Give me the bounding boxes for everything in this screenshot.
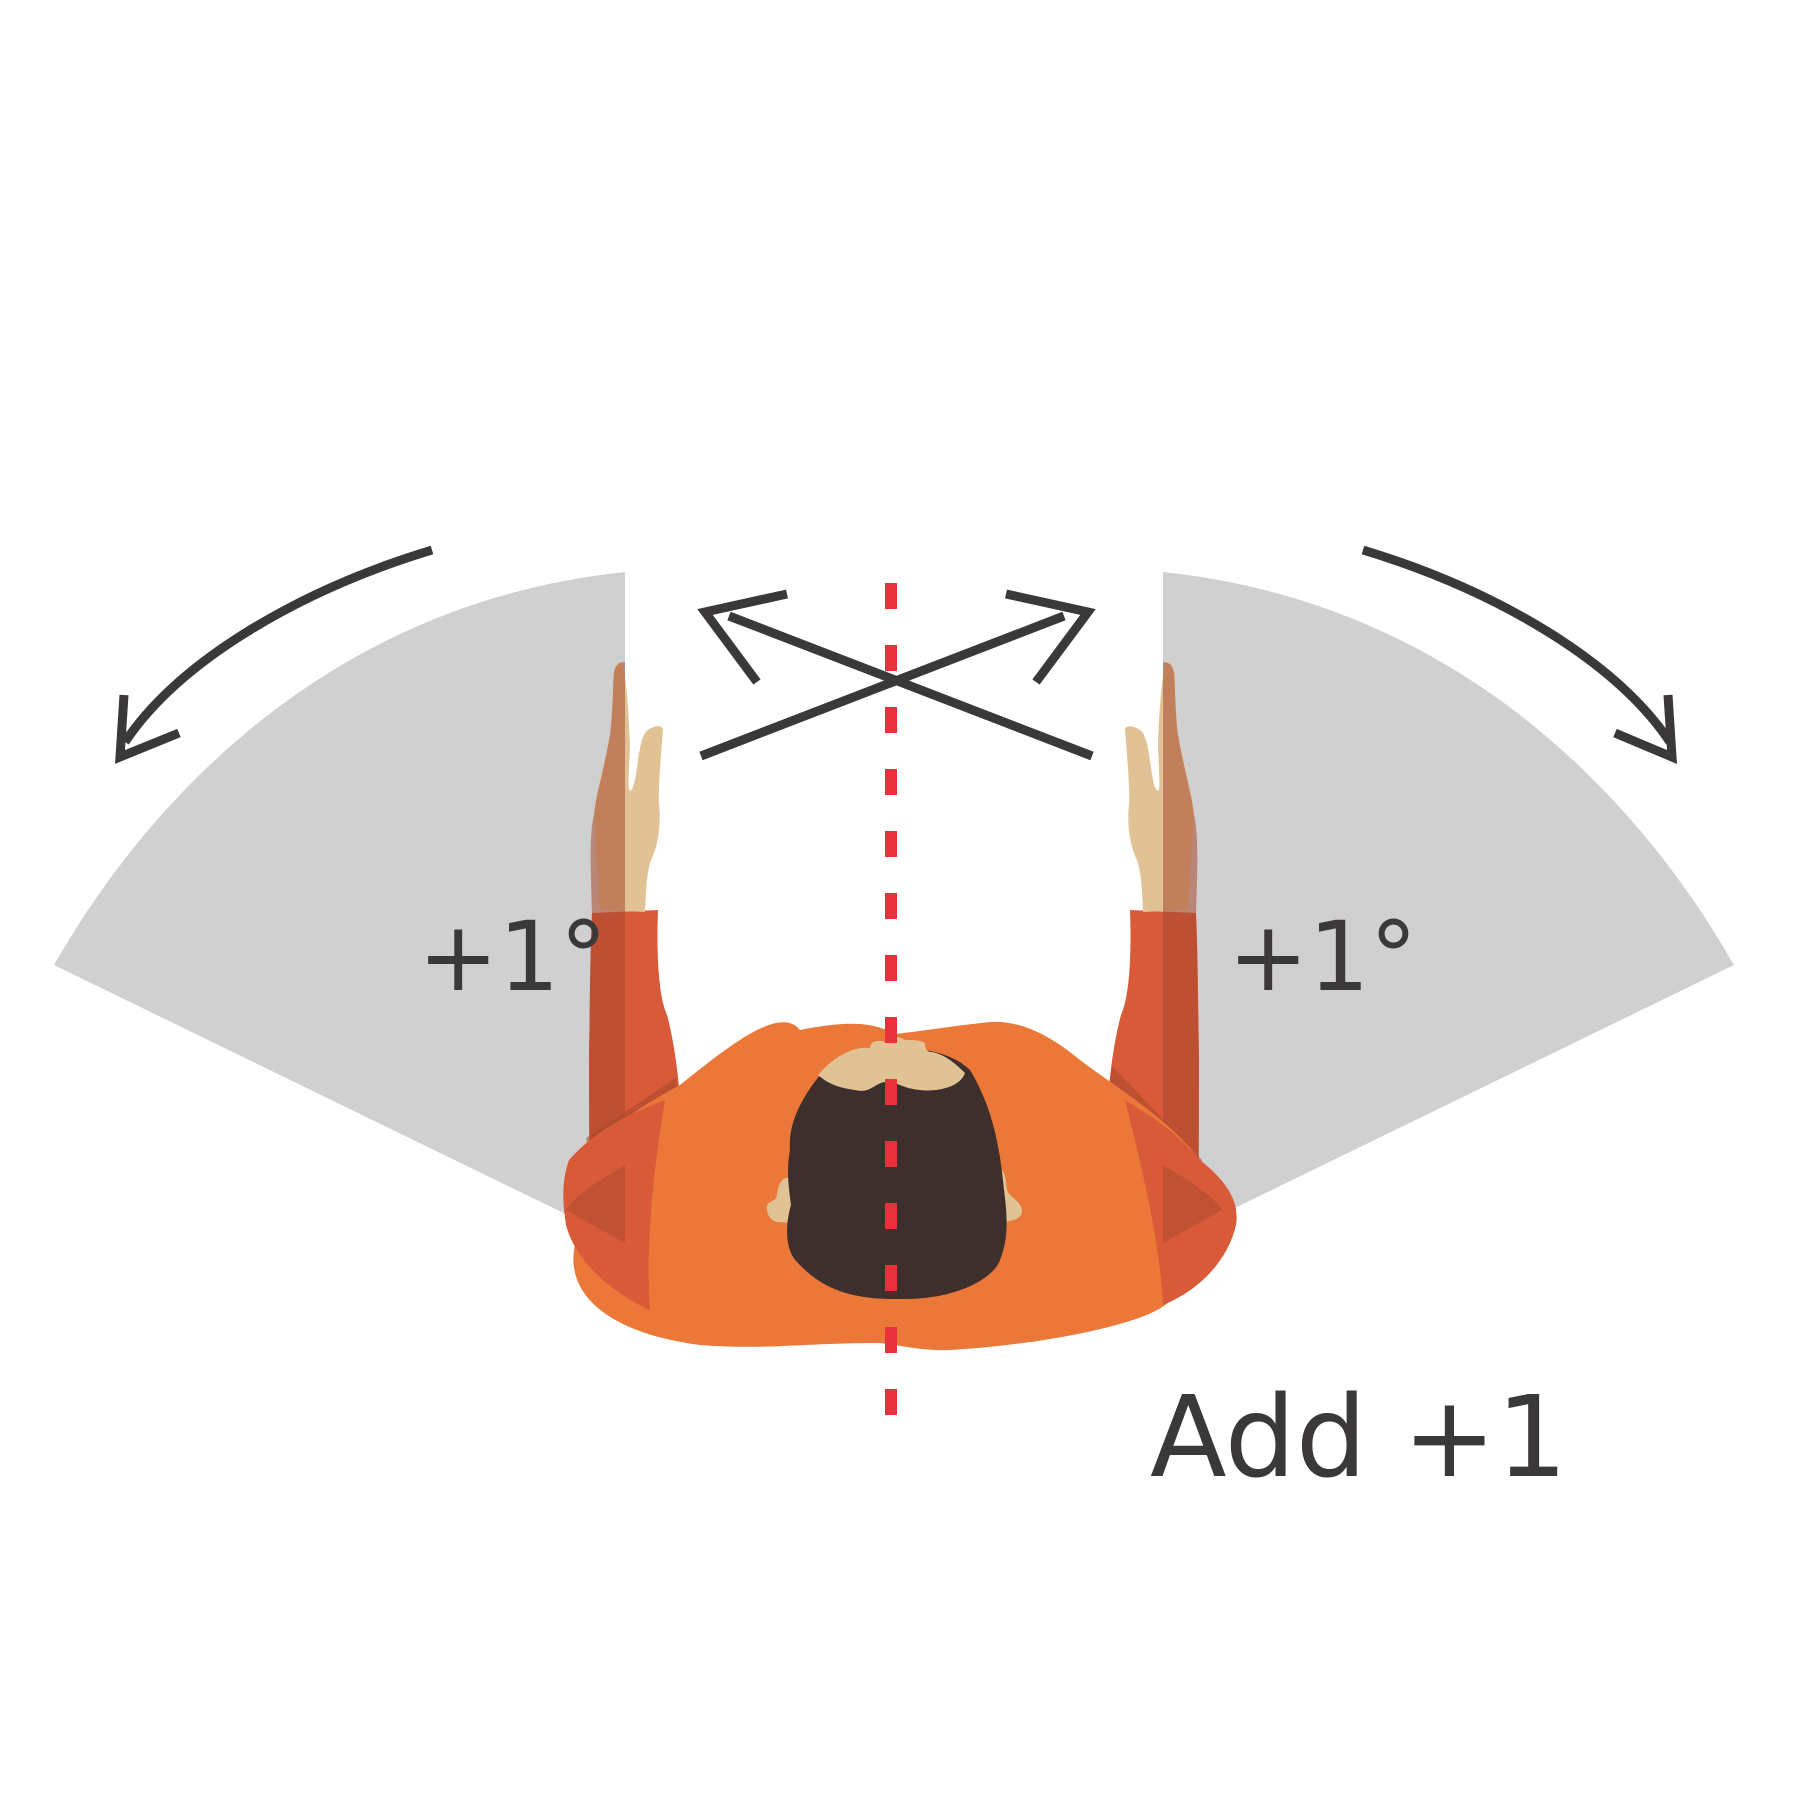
- left-arm-shadow: [589, 662, 625, 1243]
- left-ear: [766, 1177, 795, 1223]
- head: [766, 1037, 1022, 1300]
- forehead: [818, 1037, 965, 1091]
- left-rotation-arrow-icon: [115, 545, 434, 764]
- right-side-shadow: [1163, 1165, 1222, 1243]
- left-angle-label: +1°: [418, 901, 608, 1013]
- left-range-wedge: [54, 572, 625, 1243]
- right-rotation-arrow-icon: [1361, 545, 1677, 764]
- left-side-shadow: [566, 1165, 625, 1243]
- cross-arrows-icon: [697, 589, 1096, 761]
- result-label: Add +1: [1150, 1373, 1568, 1503]
- hair: [787, 1048, 1007, 1300]
- right-range-wedge: [1163, 572, 1734, 1243]
- right-arm-shadow: [1163, 662, 1199, 1243]
- right-angle-label: +1°: [1228, 901, 1418, 1013]
